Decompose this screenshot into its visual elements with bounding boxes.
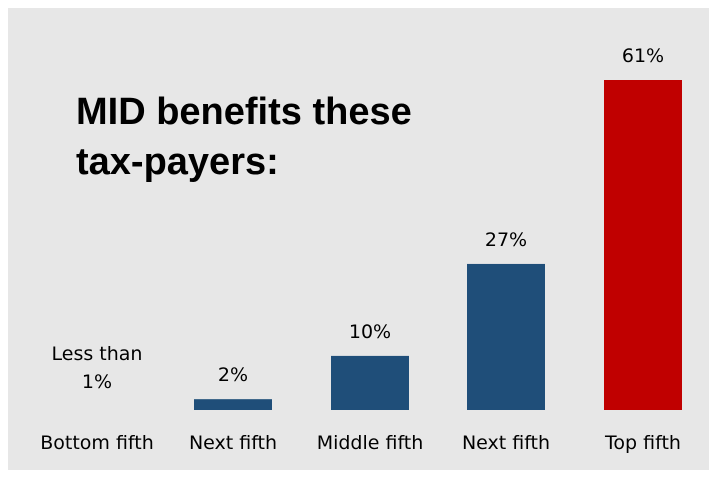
- data-label-4: 27%: [485, 229, 527, 251]
- bar-2: [194, 399, 272, 410]
- bar-3: [331, 355, 409, 410]
- category-label-3: Middle fifth: [317, 432, 424, 454]
- category-label-4: Next fifth: [462, 432, 550, 454]
- bar-4: [467, 263, 545, 410]
- data-label-1-line-2: 1%: [82, 371, 112, 393]
- category-label-5: Top fifth: [604, 432, 681, 454]
- data-label-2: 2%: [218, 364, 248, 386]
- category-label-1: Bottom fifth: [40, 432, 154, 454]
- title-line-2: tax-payers:: [76, 141, 279, 183]
- data-label-1-line-1: Less than: [52, 343, 143, 365]
- data-labels: Less than 1% 2% 10% 27% 61%: [52, 45, 665, 393]
- bars: [194, 80, 682, 410]
- category-label-2: Next fifth: [189, 432, 277, 454]
- title-line-1: MID benefits these: [76, 91, 412, 133]
- category-labels: Bottom fifth Next fifth Middle fifth Next f…: [40, 432, 681, 454]
- data-label-5: 61%: [622, 45, 664, 67]
- chart-title: MID benefits these tax-payers:: [76, 91, 412, 183]
- data-label-3: 10%: [349, 321, 391, 343]
- bar-5: [604, 80, 682, 410]
